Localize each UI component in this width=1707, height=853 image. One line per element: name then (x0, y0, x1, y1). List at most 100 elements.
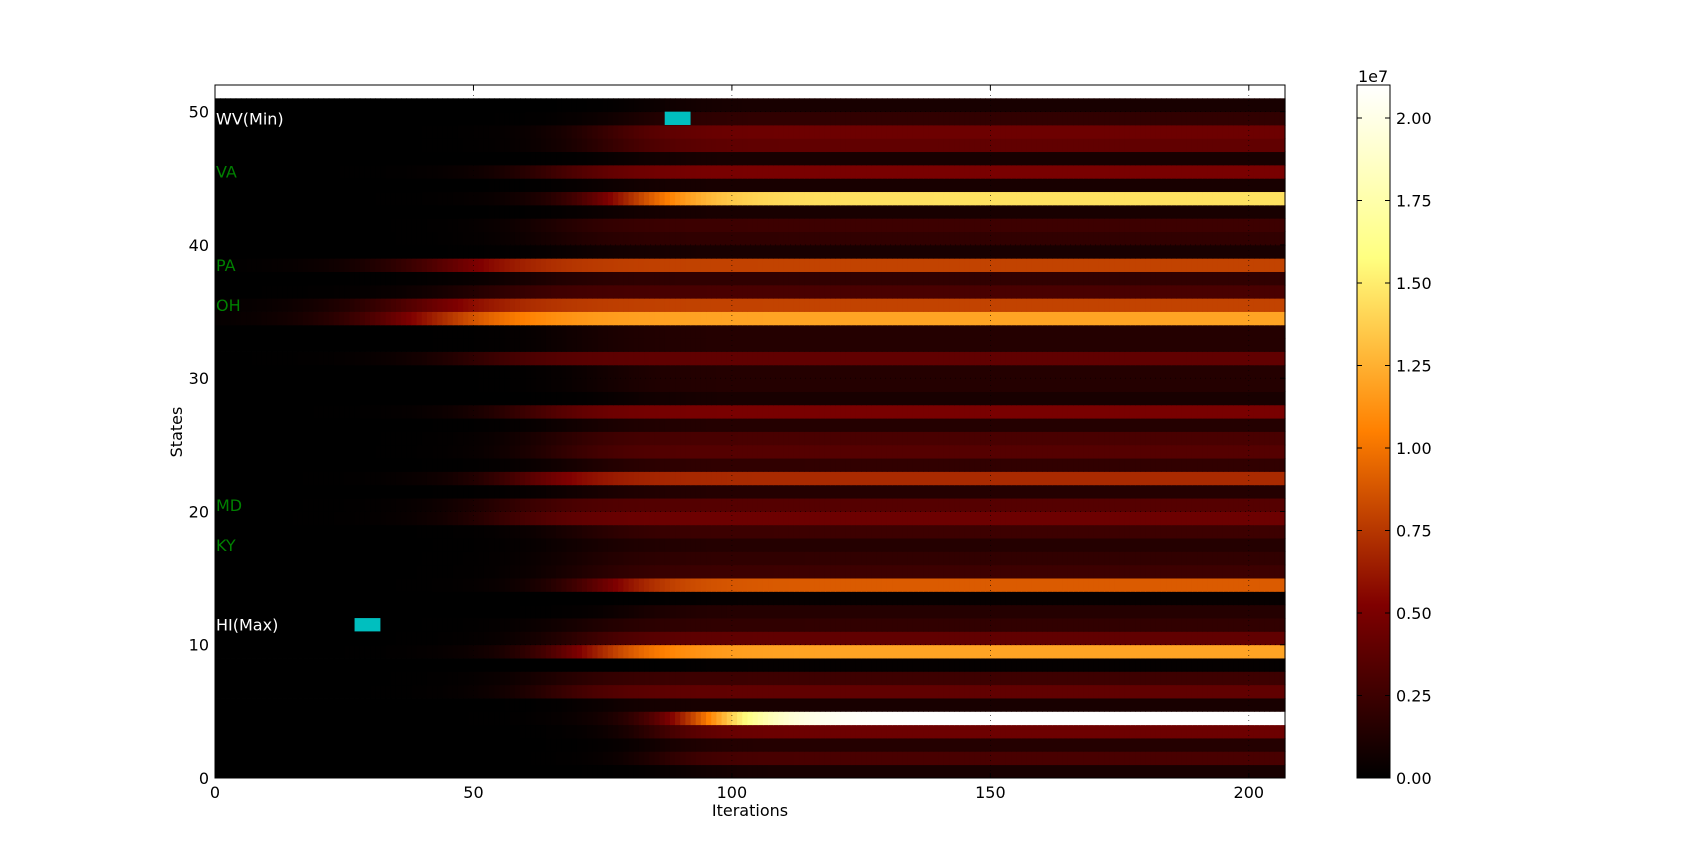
heat-cell (442, 658, 449, 672)
heat-cell (1135, 644, 1141, 659)
heat-cell (861, 578, 867, 592)
heat-cell (1212, 604, 1219, 619)
heat-cell (762, 471, 769, 486)
heat-cell (333, 738, 340, 752)
heat-cell (762, 644, 769, 659)
heat-cell (246, 471, 252, 486)
heat-cell (390, 604, 397, 619)
heat-cell (793, 618, 800, 632)
heat-cell (1259, 764, 1265, 779)
heat-cell (277, 471, 283, 486)
heat-cell (964, 711, 971, 726)
heat-cell (561, 698, 568, 712)
heat-cell (1212, 551, 1219, 566)
heat-cell (1207, 484, 1214, 499)
heat-cell (1124, 724, 1131, 739)
heat-cell (1078, 511, 1085, 526)
heat-cell (1212, 484, 1219, 499)
heat-cell (302, 564, 309, 579)
heat-cell (514, 738, 521, 752)
heat-cell (442, 698, 449, 712)
heat-cell (1078, 671, 1085, 686)
heat-cell (1238, 751, 1245, 766)
heat-cell (282, 644, 288, 659)
heat-cell (1217, 764, 1224, 779)
heat-cell (1248, 458, 1255, 472)
heat-cell (519, 551, 526, 566)
heat-cell (695, 511, 702, 526)
heat-cell (1217, 471, 1224, 486)
heat-cell (1109, 604, 1116, 619)
heat-cell (302, 484, 309, 499)
heat-cell (1129, 564, 1136, 579)
heat-cell (395, 671, 402, 686)
heat-cell (416, 751, 423, 766)
heat-cell (804, 671, 811, 686)
heat-cell (669, 498, 676, 512)
heat-cell (881, 484, 888, 499)
heat-cell (633, 631, 640, 646)
heat-cell (339, 578, 345, 592)
heat-cell (1222, 698, 1229, 712)
heat-cell (783, 724, 790, 739)
heat-cell (514, 604, 521, 619)
heat-cell (349, 644, 356, 659)
heat-cell (1140, 684, 1147, 699)
heat-cell (871, 618, 878, 632)
heat-cell (1140, 458, 1147, 472)
heat-cell (783, 591, 790, 606)
heat-cell (628, 684, 635, 699)
heat-cell (302, 724, 309, 739)
heat-cell (375, 471, 382, 486)
heat-cell (571, 484, 578, 499)
heat-cell (251, 511, 257, 526)
heat-cell (235, 551, 242, 566)
heat-cell (1083, 458, 1090, 472)
heat-cell (494, 618, 500, 632)
heat-cell (1171, 658, 1178, 672)
heat-cell (266, 684, 273, 699)
heat-cell (959, 631, 966, 646)
heat-cell (556, 458, 562, 472)
heat-cell (478, 484, 485, 499)
heat-cell (323, 711, 330, 726)
heat-cell (452, 578, 459, 592)
heat-cell (840, 764, 847, 779)
heat-cell (1207, 671, 1214, 686)
heat-cell (1202, 591, 1209, 606)
heat-cell (1031, 751, 1038, 766)
heat-cell (1093, 564, 1100, 579)
heat-cell (447, 458, 454, 472)
heat-cell (695, 591, 702, 606)
heat-cell (700, 764, 707, 779)
heat-cell (1243, 578, 1250, 592)
heat-cell (938, 471, 945, 486)
heat-cell (339, 751, 345, 766)
heat-cell (1073, 578, 1079, 592)
heat-cell (959, 644, 966, 659)
heat-cell (1171, 564, 1178, 579)
heat-cell (680, 484, 686, 499)
heat-cell (1021, 551, 1028, 566)
heat-cell (1233, 724, 1240, 739)
heat-cell (545, 711, 552, 726)
heat-cell (669, 471, 676, 486)
heat-cell (1047, 631, 1053, 646)
heat-cell (395, 498, 402, 512)
heat-cell (525, 591, 531, 606)
heat-cell (1011, 698, 1017, 712)
heat-cell (830, 551, 836, 566)
heat-cell (556, 551, 562, 566)
heat-cell (1047, 698, 1053, 712)
heat-cell (452, 484, 459, 499)
heat-cell (592, 751, 599, 766)
heat-cell (530, 484, 537, 499)
heat-cell (866, 604, 873, 619)
heat-cell (711, 511, 717, 526)
heat-cell (819, 711, 826, 726)
heat-cell (778, 471, 785, 486)
heat-cell (1021, 738, 1028, 752)
heat-cell (302, 538, 309, 552)
heat-cell (752, 751, 759, 766)
heat-cell (1135, 764, 1141, 779)
